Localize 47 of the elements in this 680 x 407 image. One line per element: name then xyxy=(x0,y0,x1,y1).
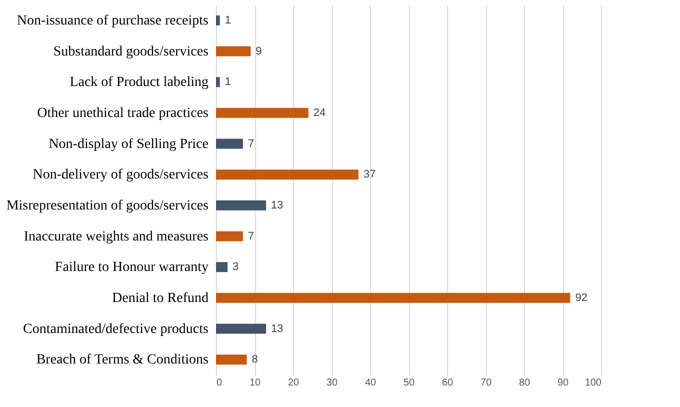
x-tick-label: 0 xyxy=(216,378,222,388)
data-label: 37 xyxy=(363,168,376,181)
y-tick-label: Inaccurate weights and measures xyxy=(24,229,208,244)
y-tick-label: Other unethical trade practices xyxy=(37,106,208,121)
y-tick-label: Substandard goods/services xyxy=(53,44,208,60)
y-tick-label: Non-issuance of purchase receipts xyxy=(16,13,208,28)
bar xyxy=(216,354,247,365)
y-tick-label: Failure to Honour warranty xyxy=(54,260,208,276)
data-label: 8 xyxy=(252,354,258,366)
y-tick-label: Contaminated/defective products xyxy=(23,322,208,337)
y-tick-label: Denial to Refund xyxy=(112,290,208,306)
data-label: 7 xyxy=(248,138,254,150)
y-tick-label: Non-display of Selling Price xyxy=(48,136,208,152)
data-label: 1 xyxy=(224,14,231,26)
data-label: 9 xyxy=(256,45,262,58)
bar xyxy=(216,170,358,180)
x-tick-label: 80 xyxy=(518,378,530,388)
x-tick-label: 20 xyxy=(288,378,300,388)
x-tick-label: 90 xyxy=(557,378,569,388)
y-tick-label: Misrepresentation of goods/services xyxy=(6,198,208,214)
bar xyxy=(216,292,570,303)
bar xyxy=(216,324,266,334)
x-tick-label: 60 xyxy=(442,378,454,388)
y-tick-label: Lack of Product labeling xyxy=(70,75,208,90)
x-tick-label: 50 xyxy=(403,378,415,388)
bar xyxy=(216,46,251,56)
bar xyxy=(216,138,243,149)
x-tick-label: 40 xyxy=(364,378,376,388)
data-label: 7 xyxy=(248,230,254,242)
x-tick-label: 10 xyxy=(249,378,261,388)
x-tick-label: 30 xyxy=(326,378,338,388)
bar xyxy=(216,262,228,272)
data-label: 3 xyxy=(232,261,239,274)
y-tick-label: Breach of Terms & Conditions xyxy=(36,352,208,368)
y-tick-label: Non-delivery of goods/services xyxy=(32,168,208,183)
data-label: 24 xyxy=(313,106,326,119)
bar xyxy=(216,231,243,242)
bar xyxy=(216,77,220,88)
data-label: 13 xyxy=(271,322,284,335)
x-tick-label: 100 xyxy=(584,378,602,388)
data-label: 13 xyxy=(271,199,284,212)
bar xyxy=(216,200,266,210)
bar xyxy=(216,15,220,26)
bar xyxy=(216,108,308,118)
data-label: 92 xyxy=(575,292,588,304)
x-tick-label: 70 xyxy=(480,378,492,388)
data-label: 1 xyxy=(224,76,231,88)
